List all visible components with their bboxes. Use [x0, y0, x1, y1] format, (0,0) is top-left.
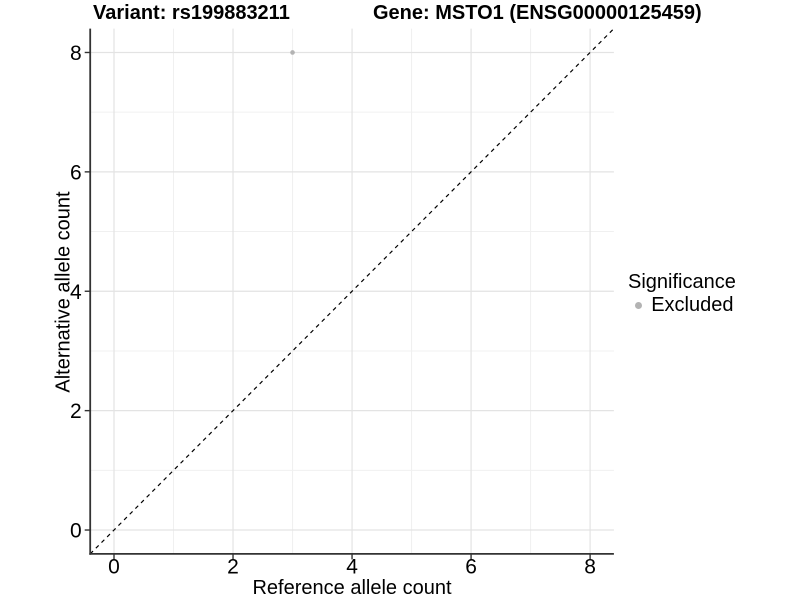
y-tick-label: 2 [70, 400, 82, 423]
legend-title: Significance [628, 271, 736, 293]
x-tick-label: 4 [346, 555, 358, 578]
data-point [290, 50, 295, 55]
legend-item-excluded: Excluded [628, 294, 736, 317]
identity-line [89, 28, 615, 555]
y-tick-label: 8 [70, 42, 82, 65]
gene-title: Gene: MSTO1 (ENSG00000125459) [373, 2, 702, 24]
x-axis-title: Reference allele count [252, 577, 452, 599]
x-tick-label: 0 [108, 555, 120, 578]
variant-title: Variant: rs199883211 [93, 2, 290, 24]
y-axis-title: Alternative allele count [52, 191, 75, 393]
y-tick-label: 4 [70, 281, 82, 304]
y-tick-label: 6 [70, 161, 82, 184]
x-tick-label: 2 [227, 555, 239, 578]
legend-item-label: Excluded [651, 294, 734, 316]
legend: Significance Excluded [628, 271, 736, 317]
y-tick-label: 0 [70, 520, 82, 543]
excluded-point-icon [635, 301, 643, 310]
x-tick-label: 8 [584, 555, 596, 578]
x-tick-label: 6 [465, 555, 477, 578]
